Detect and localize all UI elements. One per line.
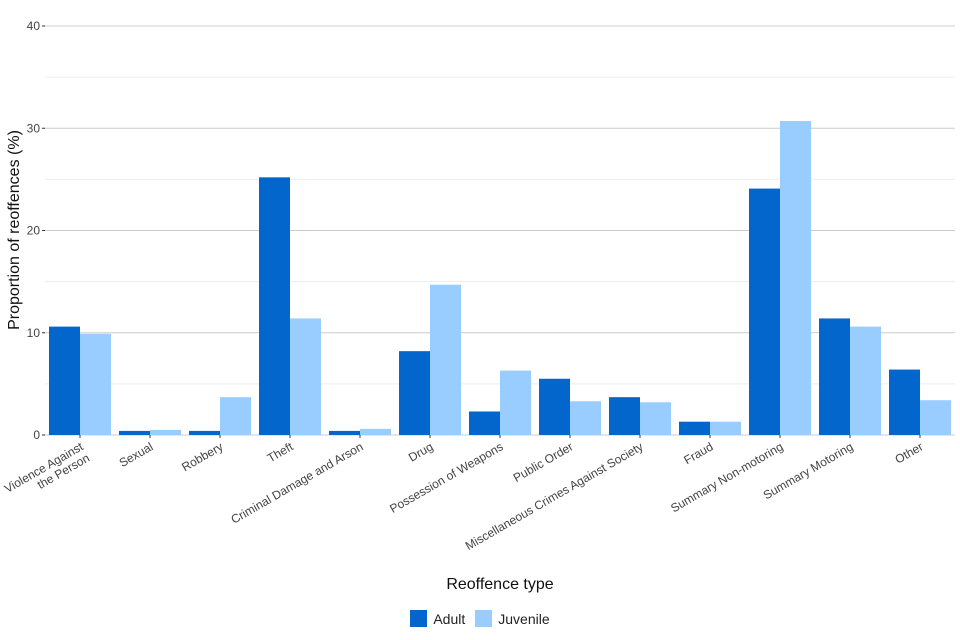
bar-juvenile xyxy=(290,318,321,435)
bar-adult xyxy=(539,378,570,435)
x-axis-label: Reoffence type xyxy=(446,576,553,593)
bar-adult xyxy=(259,177,290,435)
x-tick-label: Public Order xyxy=(511,439,576,484)
y-tick-label: 30 xyxy=(27,121,41,135)
bar-juvenile xyxy=(150,429,181,435)
x-tick-label: Fraud xyxy=(681,439,715,467)
x-tick-label: Drug xyxy=(406,439,436,464)
bar-juvenile xyxy=(430,284,461,435)
x-tick-label: Summary Non-motoring xyxy=(668,439,785,515)
bar-adult xyxy=(189,430,220,435)
bar-adult xyxy=(679,421,710,435)
bar-adult xyxy=(819,318,850,435)
bar-adult xyxy=(49,326,80,435)
x-tick-label: Other xyxy=(893,439,926,466)
legend: Adult Juvenile xyxy=(0,610,960,627)
bar-juvenile xyxy=(500,370,531,435)
y-tick-label: 40 xyxy=(27,19,41,33)
bar-adult xyxy=(329,430,360,435)
x-tick-label: Criminal Damage and Arson xyxy=(229,439,366,526)
bar-juvenile xyxy=(850,326,881,435)
x-tick-label: Violence Againstthe Person xyxy=(2,439,93,507)
legend-swatch-adult xyxy=(410,610,428,627)
bar-adult xyxy=(119,430,150,435)
y-tick-label: 10 xyxy=(27,326,41,340)
bar-adult xyxy=(749,188,780,435)
legend-item-adult: Adult xyxy=(410,610,465,627)
bar-juvenile xyxy=(80,333,111,435)
bar-juvenile xyxy=(220,397,251,435)
legend-swatch-juvenile xyxy=(475,610,493,627)
bar-juvenile xyxy=(570,401,601,435)
bar-juvenile xyxy=(780,121,811,435)
y-tick-label: 0 xyxy=(33,428,40,442)
y-axis-label: Proportion of reoffences (%) xyxy=(6,130,23,330)
bar-juvenile xyxy=(920,400,951,435)
x-tick-label: Robbery xyxy=(179,439,225,474)
x-tick-label: Theft xyxy=(265,439,296,465)
bar-adult xyxy=(469,411,500,435)
legend-item-juvenile: Juvenile xyxy=(475,610,550,627)
legend-label-juvenile: Juvenile xyxy=(498,610,550,627)
y-tick-label: 20 xyxy=(27,224,41,238)
bar-adult xyxy=(889,369,920,435)
bar-juvenile xyxy=(640,402,671,435)
bar-adult xyxy=(399,351,430,435)
bar-juvenile xyxy=(710,421,741,435)
x-tick-label: Possession of Weapons xyxy=(387,439,505,515)
bar-juvenile xyxy=(360,428,391,435)
bar-adult xyxy=(609,397,640,435)
legend-label-adult: Adult xyxy=(433,610,466,627)
x-tick-label: Sexual xyxy=(117,439,156,469)
